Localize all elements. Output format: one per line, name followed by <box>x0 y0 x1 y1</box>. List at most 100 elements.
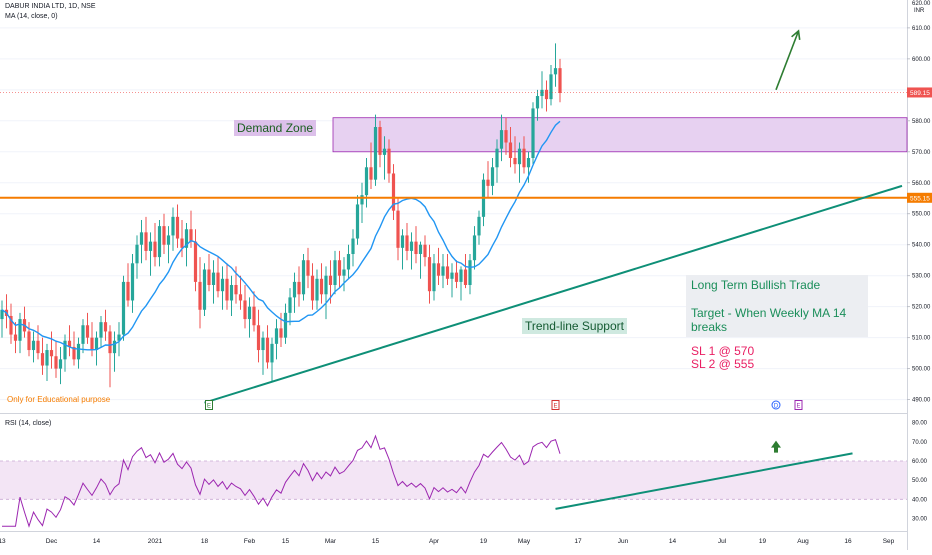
time-tick-label: Apr <box>429 538 440 545</box>
candle-body <box>0 309 4 320</box>
candle-body <box>454 272 459 282</box>
candle-body <box>486 179 490 186</box>
candle-body <box>315 278 319 301</box>
rsi-band <box>0 461 907 500</box>
price-tick-label: 540.00 <box>912 243 931 249</box>
time-tick-label: Dec <box>46 538 58 545</box>
demand-zone-label[interactable]: Demand Zone <box>234 120 317 136</box>
level-price-badge: 555.15 <box>910 195 930 202</box>
candle-body <box>243 300 247 320</box>
price-axis-top-label: 620.00 <box>912 1 931 7</box>
candle-body <box>144 232 148 251</box>
sl2-label[interactable]: SL 2 @ 555 <box>691 357 755 371</box>
candle-body <box>72 346 76 360</box>
candle-body <box>85 325 90 338</box>
candle-body <box>522 148 526 168</box>
candle-body <box>220 278 225 292</box>
sl1-label[interactable]: SL 1 @ 570 <box>691 344 755 358</box>
target-arrow[interactable] <box>775 29 801 91</box>
candle-body <box>463 269 468 285</box>
candle-body <box>468 260 472 285</box>
price-tick-label: 560.00 <box>912 181 931 187</box>
candlestick-series <box>0 43 562 388</box>
event-marker: E <box>551 400 560 410</box>
candle-body <box>45 350 49 366</box>
trendline-support-label[interactable]: Trend-line Support <box>522 318 627 334</box>
candle-body <box>342 269 346 276</box>
candle-body <box>517 148 522 165</box>
price-tick-label: 580.00 <box>912 119 931 125</box>
candle-body <box>499 130 504 149</box>
candle-body <box>189 229 193 242</box>
candle-body <box>288 297 292 313</box>
time-tick-label: 19 <box>480 538 488 545</box>
time-tick-label: 18 <box>201 538 209 545</box>
price-tick-label: 490.00 <box>912 398 931 404</box>
candle-body <box>58 359 63 369</box>
event-marker: E <box>794 400 803 410</box>
candle-body <box>175 216 180 239</box>
candle-body <box>36 340 40 354</box>
rsi-indicator-label[interactable]: RSI (14, close) <box>5 420 52 427</box>
rsi-tick-label: 80.00 <box>912 421 928 427</box>
candle-body <box>297 281 301 295</box>
candle-body <box>94 337 99 351</box>
candle-body <box>360 195 364 205</box>
candle-body <box>396 210 400 248</box>
candle-body <box>162 226 166 245</box>
candle-body <box>427 257 432 292</box>
trendline-support-line[interactable] <box>204 184 903 404</box>
candle-body <box>373 127 378 180</box>
candle-body <box>229 284 234 301</box>
candle-body <box>9 315 13 335</box>
rsi-up-arrow-icon <box>771 440 781 453</box>
candle-body <box>216 272 220 292</box>
candle-body <box>414 241 418 255</box>
time-tick-label: Feb <box>244 538 256 545</box>
candle-body <box>382 148 387 155</box>
candle-body <box>477 216 481 236</box>
candle-body <box>544 89 549 100</box>
candle-body <box>364 167 369 196</box>
candle-body <box>310 275 315 301</box>
candle-body <box>274 328 279 344</box>
price-tick-label: 570.00 <box>912 150 931 156</box>
price-tick-label: 500.00 <box>912 367 931 373</box>
event-marker-label: E <box>553 403 557 409</box>
candle-body <box>333 260 337 285</box>
time-tick-label: Jul <box>718 538 727 545</box>
candle-body <box>445 266 450 279</box>
rsi-tick-label: 70.00 <box>912 440 928 446</box>
candle-body <box>148 241 153 251</box>
time-tick-label: Sep <box>883 538 895 545</box>
candle-body <box>441 266 445 276</box>
candle-body <box>18 319 22 341</box>
candle-body <box>193 241 198 282</box>
event-marker-label: D <box>774 403 779 409</box>
ma-indicator-label[interactable]: MA (14, close, 0) <box>5 13 58 20</box>
candle-body <box>81 325 85 344</box>
rsi-tick-label: 30.00 <box>912 517 928 523</box>
candle-body <box>171 216 175 236</box>
price-tick-label: 520.00 <box>912 305 931 311</box>
candle-body <box>432 263 436 292</box>
candle-body <box>252 306 256 326</box>
rsi-trendline <box>555 452 853 510</box>
candle-body <box>108 331 112 354</box>
event-marker-label: E <box>796 403 800 409</box>
trade-note-box[interactable]: Long Term Bullish Trade Target - When We… <box>686 275 868 337</box>
level-price-badge-bg <box>907 192 932 203</box>
candle-body <box>202 269 207 310</box>
time-tick-label: Aug <box>797 538 809 545</box>
target-arrow-shaft <box>775 30 800 91</box>
candle-body <box>270 343 274 363</box>
candle-body <box>319 278 324 295</box>
candle-body <box>351 238 355 255</box>
candle-body <box>211 272 216 285</box>
demand-zone-rect[interactable] <box>332 117 908 153</box>
candle-body <box>54 356 58 369</box>
candle-body <box>283 312 288 338</box>
candle-body <box>391 173 396 211</box>
